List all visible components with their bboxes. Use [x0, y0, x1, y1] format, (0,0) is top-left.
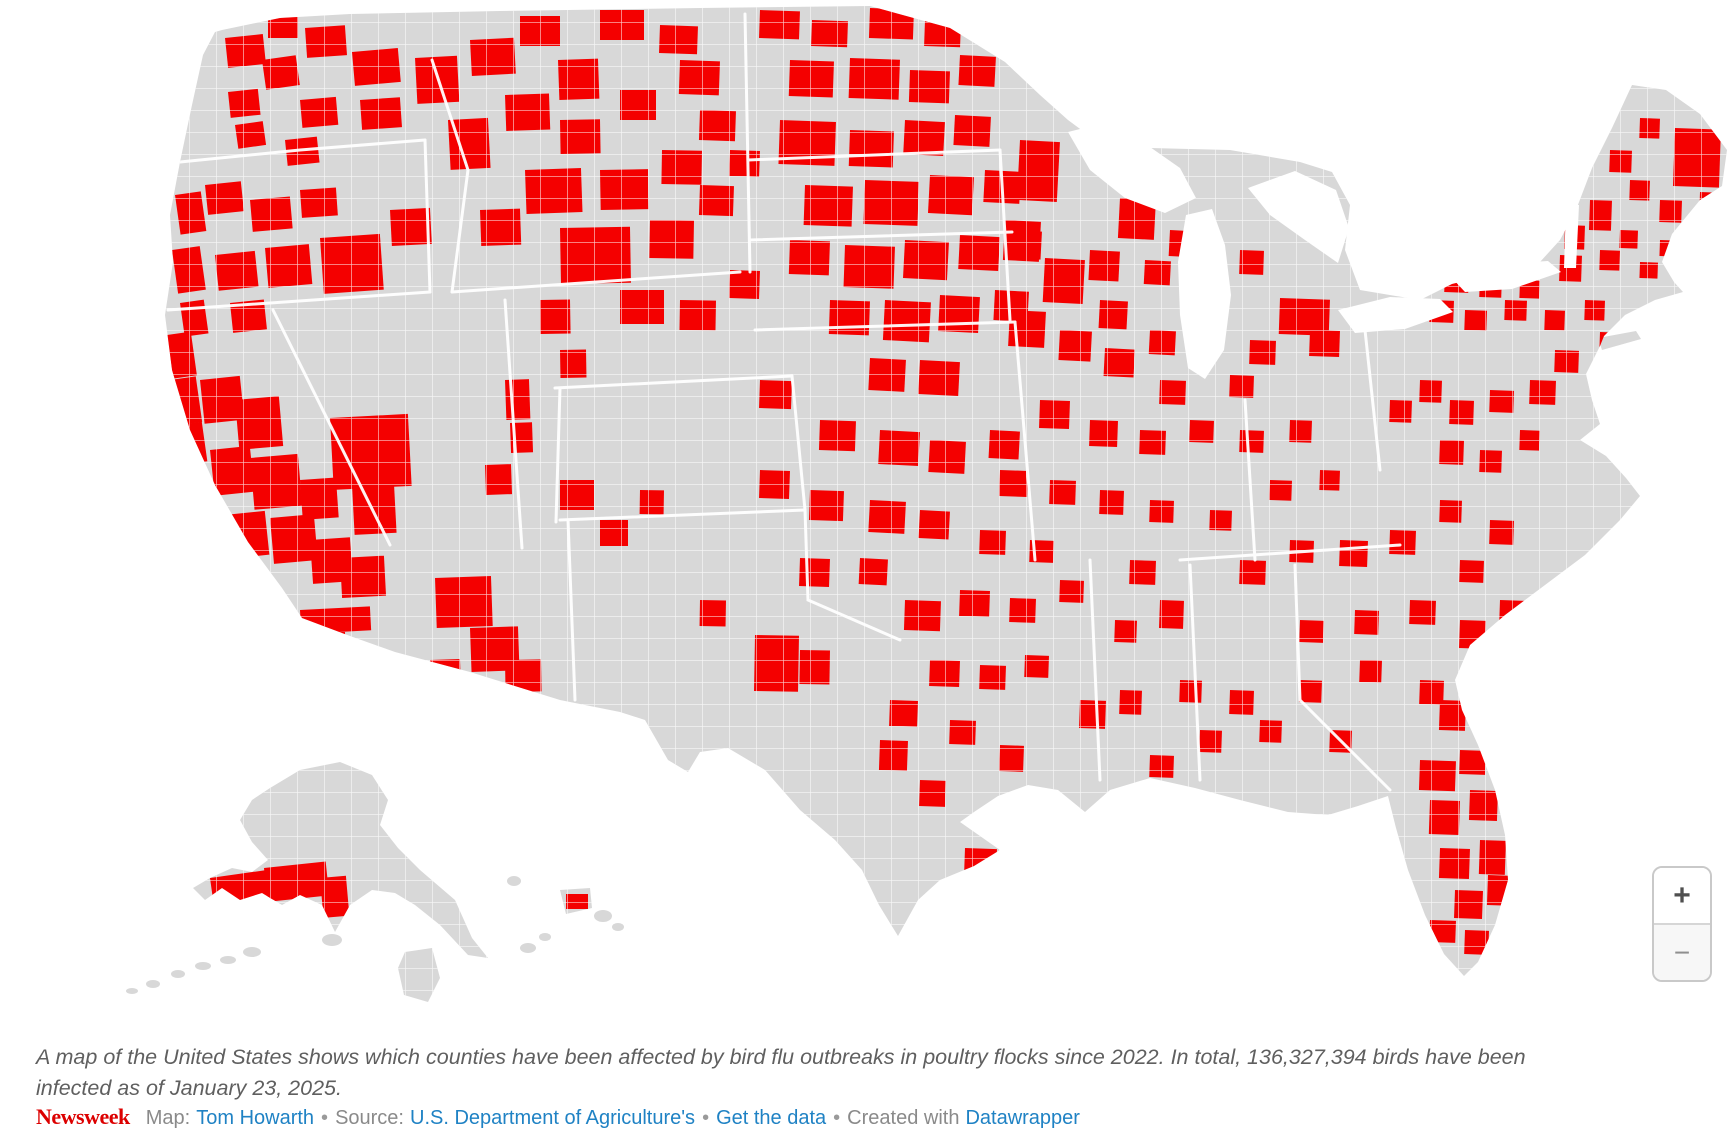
great-lakes	[1068, 124, 1579, 379]
newsweek-logo: Newsweek	[36, 1104, 130, 1129]
lake-michigan	[1178, 209, 1231, 379]
county-grid-overlay	[165, 6, 1727, 1002]
attribution-bar: Newsweek Map: Tom Howarth • Source: U.S.…	[36, 1104, 1696, 1130]
lake-erie	[1338, 297, 1453, 333]
get-the-data-link[interactable]: Get the data	[716, 1107, 827, 1129]
lake-ontario	[1452, 261, 1561, 292]
datawrapper-link[interactable]: Datawrapper	[965, 1107, 1080, 1129]
source-link[interactable]: U.S. Department of Agriculture's	[410, 1107, 696, 1129]
long-island-shape	[1598, 331, 1641, 350]
map-zoom-controls: + −	[1652, 866, 1712, 982]
zoom-in-button[interactable]: +	[1654, 868, 1710, 923]
separator-dot: •	[321, 1107, 329, 1129]
source-label: Source:	[335, 1107, 404, 1129]
ontario-province-gap	[1350, 180, 1452, 288]
aleutian-islands	[126, 934, 342, 994]
affected-county[interactable]	[203, 901, 218, 915]
zoom-out-button[interactable]: −	[1654, 923, 1710, 980]
lake-huron	[1248, 171, 1349, 263]
choropleth-map[interactable]	[0, 0, 1730, 1030]
affected-county[interactable]	[1089, 830, 1116, 855]
lake-champlain	[1564, 205, 1579, 268]
affected-county[interactable]	[305, 631, 347, 666]
affected-county[interactable]	[1469, 650, 1494, 675]
state-borders	[166, 12, 1402, 792]
separator-dot: •	[702, 1107, 710, 1129]
separator-dot: •	[833, 1107, 841, 1129]
us-county-map-svg	[126, 6, 1727, 1002]
map-label: Map:	[145, 1107, 191, 1129]
affected-county[interactable]	[1028, 850, 1064, 882]
map-author-link[interactable]: Tom Howarth	[196, 1107, 315, 1129]
created-with-label: Created with	[847, 1107, 960, 1129]
lake-superior	[1068, 124, 1196, 213]
map-caption: A map of the United States shows which c…	[36, 1045, 1526, 1100]
